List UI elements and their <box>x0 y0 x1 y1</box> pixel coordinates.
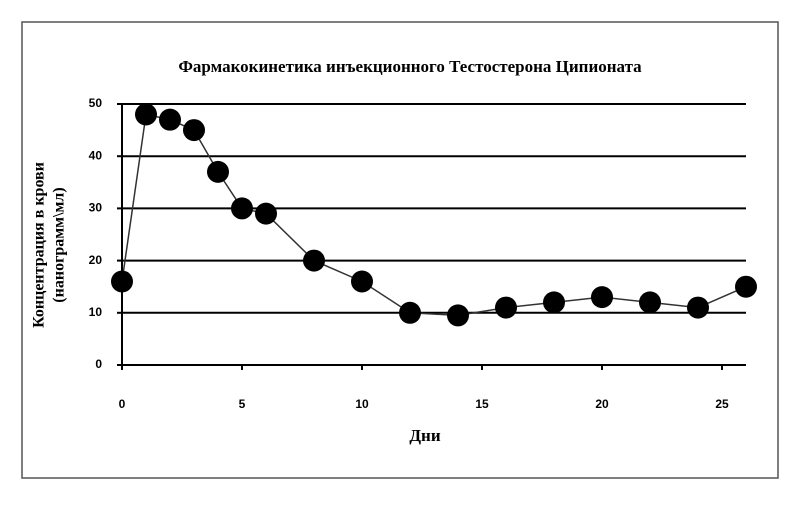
marker <box>735 275 757 298</box>
marker <box>399 301 421 324</box>
y-axis-label: Концентрация в крови <box>31 162 48 328</box>
marker <box>687 296 709 319</box>
x-tick-label: 5 <box>239 397 246 411</box>
marker <box>231 197 253 220</box>
marker <box>639 291 661 314</box>
marker <box>303 249 325 272</box>
y-tick-label: 30 <box>89 201 103 215</box>
y-tick-label: 20 <box>89 253 103 267</box>
marker <box>135 103 157 126</box>
x-tick-label: 25 <box>715 397 729 411</box>
y-tick-label: 50 <box>89 96 103 110</box>
chart-frame <box>21 21 779 479</box>
marker <box>111 270 133 293</box>
y-tick-label: 40 <box>89 148 103 162</box>
x-tick-label: 10 <box>355 397 369 411</box>
y-tick-label: 0 <box>95 357 102 371</box>
marker <box>543 291 565 314</box>
marker <box>255 202 277 225</box>
marker <box>207 160 229 183</box>
marker <box>159 108 181 131</box>
x-tick-label: 0 <box>119 397 126 411</box>
marker <box>351 270 373 293</box>
marker <box>591 286 613 309</box>
chart-title: Фармакокинетика инъекционного Тестостеро… <box>178 57 642 76</box>
x-axis-label: Дни <box>409 426 440 445</box>
y-tick-label: 10 <box>89 305 103 319</box>
x-tick-label: 15 <box>475 397 489 411</box>
y-axis-label: (нанограмм\мл) <box>51 187 68 302</box>
marker <box>495 296 517 319</box>
marker <box>183 119 205 142</box>
x-tick-label: 20 <box>595 397 609 411</box>
marker <box>447 304 469 327</box>
